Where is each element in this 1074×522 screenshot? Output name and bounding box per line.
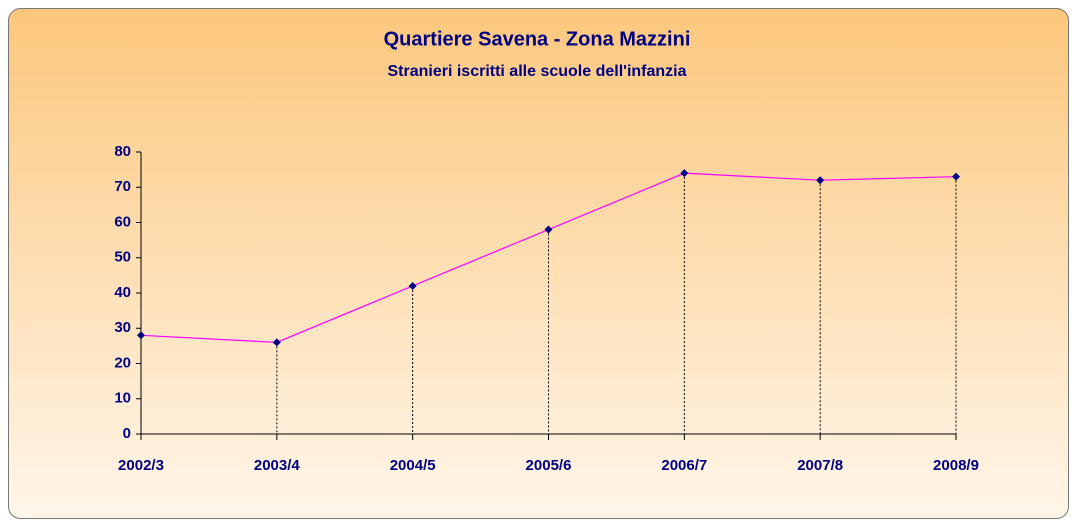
data-point <box>680 169 689 178</box>
chart-subtitle: Stranieri iscritti alle scuole dell'infa… <box>387 63 686 80</box>
data-point <box>544 225 553 234</box>
x-tick-label: 2004/5 <box>390 457 436 474</box>
x-tick-label: 2003/4 <box>254 457 301 474</box>
data-point <box>408 281 417 290</box>
x-tick-label: 2007/8 <box>797 457 843 474</box>
data-point <box>816 176 825 185</box>
x-tick-label: 2002/3 <box>118 457 164 474</box>
chart-title: Quartiere Savena - Zona Mazzini <box>384 28 691 50</box>
y-tick-label: 40 <box>114 284 131 301</box>
x-tick-label: 2006/7 <box>661 457 707 474</box>
y-tick-label: 10 <box>114 390 131 407</box>
y-tick-label: 60 <box>114 213 131 230</box>
chart-background <box>8 8 1069 519</box>
x-tick-label: 2008/9 <box>933 457 979 474</box>
data-point <box>272 338 281 347</box>
y-tick-label: 50 <box>114 249 131 266</box>
data-point <box>137 331 145 340</box>
y-tick-label: 80 <box>114 143 131 160</box>
y-tick-label: 70 <box>114 178 131 195</box>
y-tick-label: 0 <box>123 425 131 442</box>
x-tick-label: 2005/6 <box>526 457 572 474</box>
y-tick-label: 30 <box>114 319 131 336</box>
data-point <box>952 172 960 181</box>
y-tick-label: 20 <box>114 354 131 371</box>
